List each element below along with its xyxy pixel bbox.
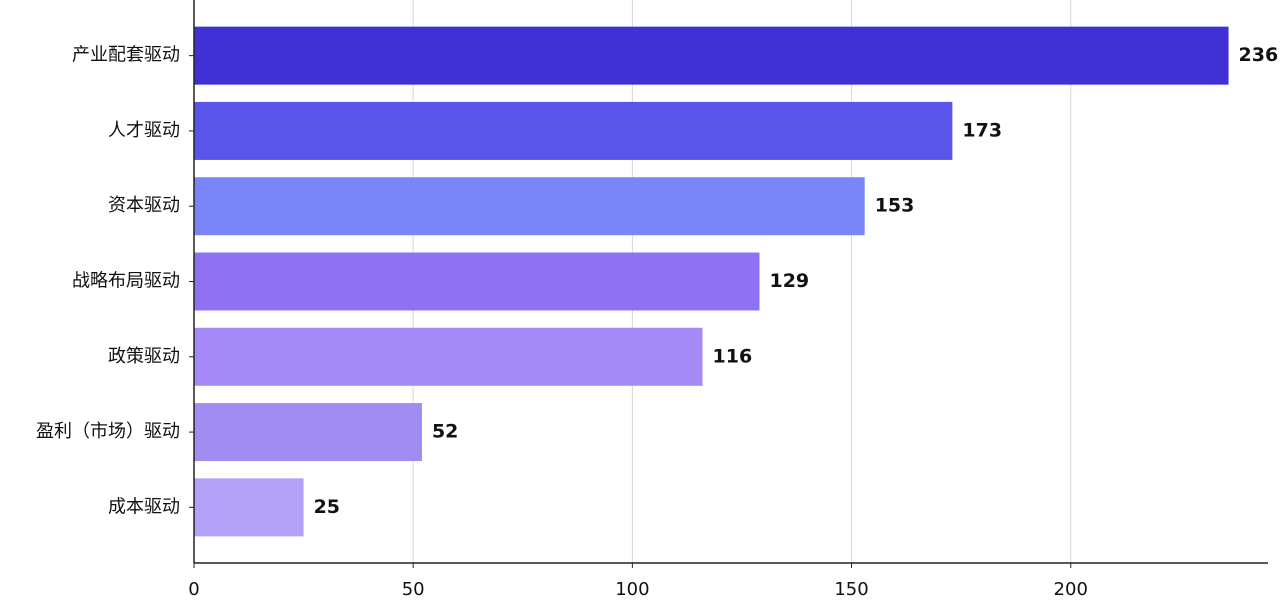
data-label: 129 [769, 270, 809, 292]
y-tick-label: 战略布局驱动 [72, 271, 180, 292]
y-tick-label: 人才驱动 [108, 120, 180, 141]
x-tick-label: 100 [615, 579, 649, 600]
x-tick-label: 200 [1054, 579, 1088, 600]
bar [194, 26, 1229, 85]
data-label: 116 [713, 345, 753, 367]
bar [194, 252, 760, 311]
bar [194, 478, 304, 537]
y-tick-label: 政策驱动 [108, 346, 180, 367]
y-tick-label: 产业配套驱动 [72, 45, 180, 66]
data-label: 153 [875, 195, 915, 217]
y-tick-label: 资本驱动 [108, 195, 180, 216]
x-tick-label: 50 [402, 579, 425, 600]
x-tick-label: 0 [188, 579, 199, 600]
bar [194, 177, 865, 236]
data-label: 25 [314, 496, 340, 518]
x-tick-label: 150 [834, 579, 868, 600]
data-label: 52 [432, 421, 458, 443]
bar [194, 101, 953, 160]
bar [194, 403, 422, 462]
y-tick-label: 成本驱动 [108, 496, 180, 517]
data-label: 236 [1239, 44, 1279, 66]
bar [194, 327, 703, 386]
data-label: 173 [962, 119, 1002, 141]
y-tick-label: 盈利（市场）驱动 [36, 421, 180, 442]
